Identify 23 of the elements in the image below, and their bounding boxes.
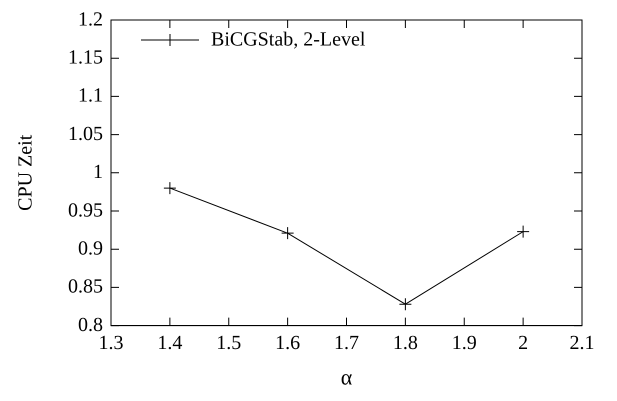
x-tick-label: 1.5 bbox=[216, 332, 242, 354]
x-tick-label: 1.4 bbox=[157, 332, 182, 354]
y-tick-label: 0.9 bbox=[78, 237, 103, 260]
x-tick-label: 1.7 bbox=[334, 332, 359, 354]
y-tick-label: 1.15 bbox=[68, 46, 103, 68]
x-tick-label: 1.9 bbox=[452, 332, 477, 354]
x-tick-label: 1.8 bbox=[392, 332, 418, 354]
x-tick-label: 2.1 bbox=[570, 332, 594, 354]
x-tick-label: 2 bbox=[518, 332, 528, 354]
y-tick-label: 1.2 bbox=[78, 8, 103, 30]
y-axis-title: CPU Zeit bbox=[14, 134, 36, 211]
point bbox=[281, 226, 294, 240]
y-tick-label: 1 bbox=[93, 161, 103, 184]
legend-label: BiCGStab, 2-Level bbox=[211, 28, 366, 50]
point bbox=[398, 298, 412, 311]
y-tick-label: 1.1 bbox=[78, 84, 103, 107]
point bbox=[516, 225, 530, 238]
point bbox=[163, 182, 176, 195]
y-tick-label: 1.05 bbox=[68, 122, 103, 145]
x-axis-title: α bbox=[340, 364, 353, 390]
y-tick-label: 0.85 bbox=[68, 276, 103, 298]
x-tick-label: 1.6 bbox=[275, 332, 300, 354]
y-tick-label: 0.95 bbox=[68, 199, 103, 222]
